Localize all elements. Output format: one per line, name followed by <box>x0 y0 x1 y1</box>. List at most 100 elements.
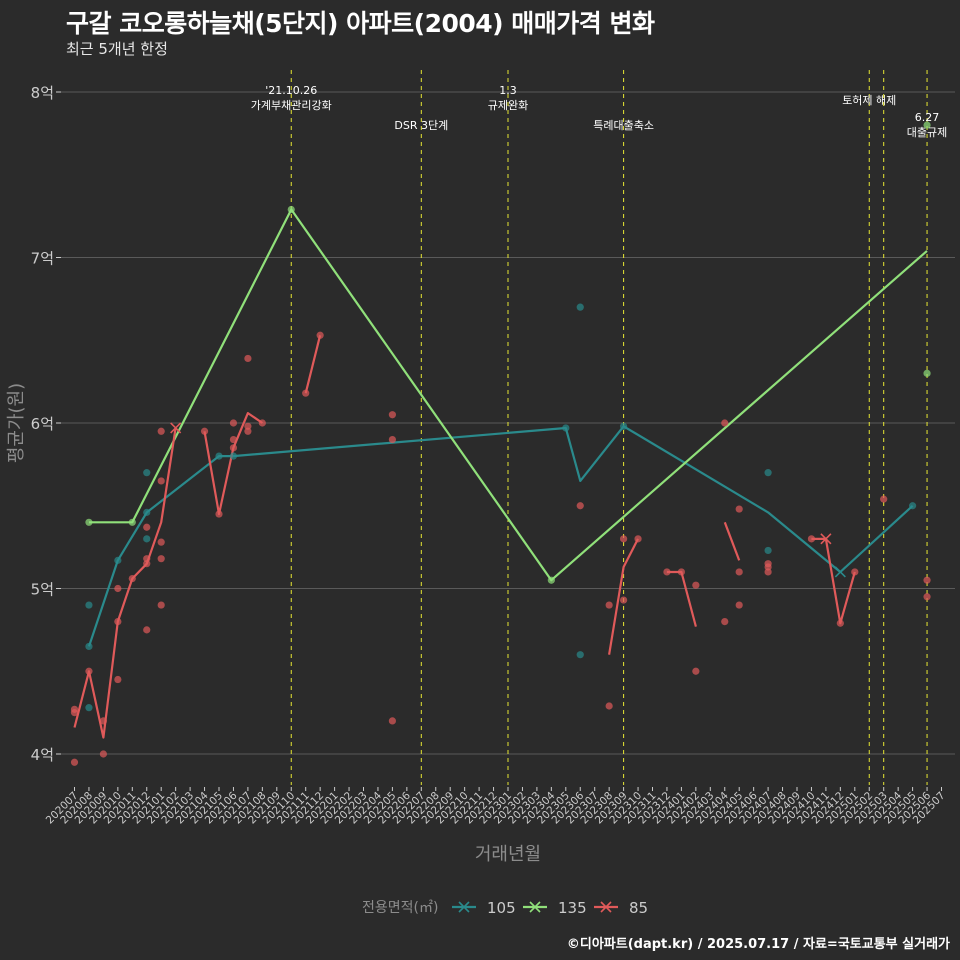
legend-label-85: 85 <box>629 899 648 917</box>
event-label: 1.3 <box>499 84 517 97</box>
series-135-point <box>128 518 136 526</box>
y-tick-label: 5억 <box>31 581 54 599</box>
event-label: 가계부채관리강화 <box>251 99 332 112</box>
series-85-point <box>663 568 671 576</box>
series-105-point <box>576 303 584 311</box>
series-135-point <box>923 369 931 377</box>
series-105-point <box>576 651 584 659</box>
series-85-point <box>157 555 165 563</box>
series-85-point <box>157 538 165 546</box>
event-label: 토허제 해제 <box>842 93 896 107</box>
y-tick-label: 4억 <box>31 746 54 764</box>
series-85-point <box>692 667 700 675</box>
series-85-point <box>229 444 238 452</box>
x-axis: 2020072020082020092020102020112020122021… <box>44 787 948 826</box>
series-85-point <box>215 510 223 518</box>
series-85-line <box>666 570 697 627</box>
series-85-point <box>302 389 310 397</box>
series-85-point <box>807 535 816 543</box>
series-85-point <box>157 427 165 435</box>
series-105-point <box>143 469 151 477</box>
series-135-point <box>85 518 93 526</box>
series-105-point <box>85 642 93 651</box>
series-85-point <box>923 576 931 584</box>
chart-subtitle: 최근 5개년 한정 <box>66 40 168 58</box>
series-105-point <box>85 704 93 712</box>
series-85-point <box>244 422 252 430</box>
event-label: 6.27 <box>915 111 940 124</box>
series-85-point <box>576 502 584 510</box>
y-tick-label: 7억 <box>31 250 54 268</box>
legend-swatch-marker <box>529 901 541 913</box>
series-105-marker <box>834 566 846 578</box>
series-85-point <box>143 626 151 634</box>
series-85-point <box>735 568 743 576</box>
series-105-point <box>229 452 238 460</box>
series-85-point <box>605 601 613 609</box>
series-85-point <box>735 601 743 609</box>
legend-label-135: 135 <box>558 899 587 917</box>
event-label: 특례대출축소 <box>593 119 654 132</box>
series-85-line <box>811 537 856 625</box>
series-85-point <box>99 750 107 758</box>
series-85-point <box>143 523 151 531</box>
chart-title: 구갈 코오롱하늘채(5단지) 아파트(2004) 매매가격 변화 <box>66 9 655 38</box>
event-label: DSR 3단계 <box>394 119 448 132</box>
series-105-point <box>562 424 570 432</box>
series-105-point <box>215 452 223 460</box>
series-85-point <box>229 435 238 444</box>
source-caption: ©디아파트(dapt.kr) / 2025.07.17 / 자료=국토교통부 실… <box>566 937 950 952</box>
series-85-point <box>880 495 888 503</box>
series-135-point <box>923 121 931 129</box>
series-105-point <box>85 601 93 609</box>
series-85-line <box>73 427 177 739</box>
series-85-point <box>620 596 628 604</box>
event-label: 규제완화 <box>488 99 528 112</box>
series-85-line <box>203 412 264 516</box>
y-axis: 4억 5억 6억 7억 8억 <box>31 84 61 764</box>
series-85-line <box>304 335 322 394</box>
y-tick-label: 6억 <box>31 415 54 433</box>
series-85-point <box>244 427 252 435</box>
series-105-point <box>143 535 151 543</box>
series-135-point <box>287 205 295 214</box>
series-85-point <box>923 593 931 601</box>
series-85-point <box>114 675 122 684</box>
series-105-point <box>909 502 917 510</box>
series-85-point <box>85 667 93 675</box>
series-105-point <box>764 546 772 555</box>
series-85-marker <box>820 533 832 545</box>
series-85-point <box>388 411 396 419</box>
y-axis-label: 평균가(원) <box>6 383 27 463</box>
series-85-point <box>244 354 252 363</box>
event-label: 대출규제 <box>907 126 947 139</box>
y-tick-label: 8억 <box>31 84 54 102</box>
series-85-point <box>114 618 122 626</box>
series-85-point <box>692 581 700 589</box>
series-85-point <box>721 419 729 427</box>
series-85-point <box>157 601 165 609</box>
legend: 전용면적(㎡) 105 135 85 <box>362 899 648 917</box>
series-85-point <box>70 758 79 766</box>
series-85-point <box>620 535 628 543</box>
series-85-point <box>851 568 859 576</box>
series-85-marker <box>170 422 182 434</box>
legend-title: 전용면적(㎡) <box>362 900 438 916</box>
series-85-point <box>70 709 79 717</box>
data-points <box>70 121 931 766</box>
series-85-point <box>157 477 165 485</box>
series-105-point <box>143 508 151 516</box>
series-85-point <box>143 555 151 563</box>
series-lines <box>73 208 928 739</box>
x-axis-label: 거래년월 <box>475 844 541 865</box>
series-105-line <box>87 425 914 647</box>
series-85-point <box>836 619 844 627</box>
series-85-line <box>723 521 741 561</box>
series-85-point <box>634 535 642 543</box>
legend-label-105: 105 <box>487 899 516 917</box>
series-105-point <box>764 469 772 477</box>
series-85-point <box>388 717 396 725</box>
series-105-point <box>114 556 122 564</box>
